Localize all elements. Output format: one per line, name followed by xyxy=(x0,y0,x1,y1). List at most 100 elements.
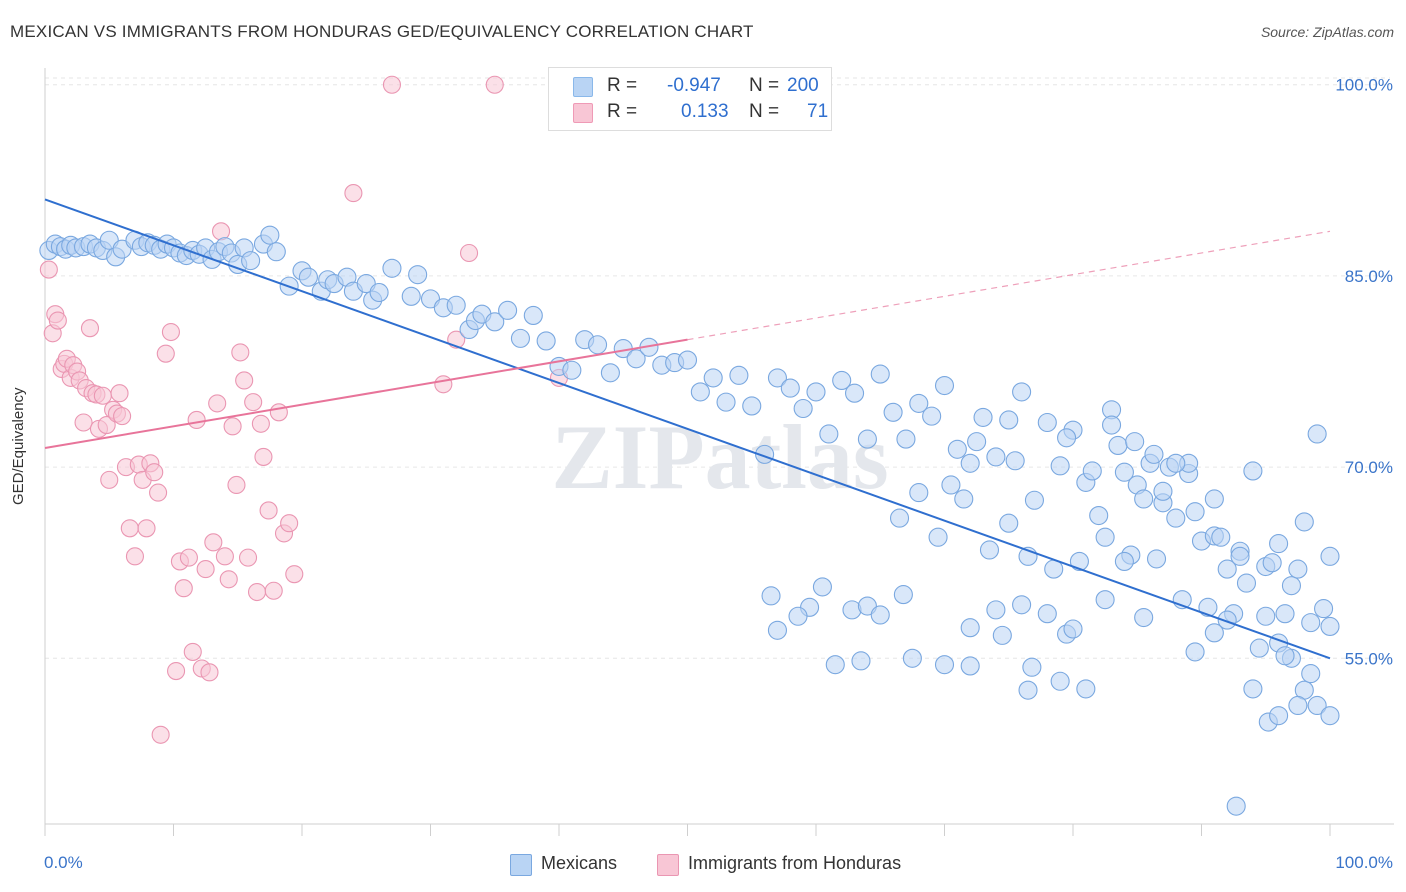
mexican-point xyxy=(1281,576,1301,596)
honduras-point xyxy=(382,75,402,94)
mexican-point xyxy=(260,225,280,245)
mexican-point xyxy=(1024,490,1044,510)
mexican-point xyxy=(870,605,890,625)
watermark: ZIPatlas xyxy=(551,406,888,508)
honduras-point xyxy=(156,344,175,363)
mexican-point xyxy=(729,365,749,385)
honduras-point xyxy=(125,547,144,566)
mexican-point xyxy=(1022,657,1042,677)
honduras-point xyxy=(459,243,479,263)
axes xyxy=(44,68,1394,836)
honduras-point xyxy=(269,403,288,422)
mexican-point xyxy=(960,618,980,638)
legend-label-honduras: Immigrants from Honduras xyxy=(688,853,902,873)
x-tick-label: 100.0% xyxy=(1335,853,1393,872)
honduras-point xyxy=(251,414,270,433)
y-tick-label: 55.0% xyxy=(1345,649,1393,668)
x-tick-label: 0.0% xyxy=(44,853,83,872)
honduras-point xyxy=(183,642,202,661)
mexican-point xyxy=(922,406,942,426)
mexican-point xyxy=(832,370,852,390)
mexican-point xyxy=(1012,382,1032,402)
mexican-point xyxy=(1037,412,1057,433)
honduras-point xyxy=(247,582,267,602)
mexican-point xyxy=(1057,428,1077,448)
mexican-point xyxy=(1050,456,1070,476)
mexican-point xyxy=(1095,527,1115,547)
stats-n-label: N = xyxy=(749,75,780,96)
mexican-point xyxy=(1134,489,1154,509)
mexican-point xyxy=(883,402,903,422)
mexican-point xyxy=(266,242,286,262)
mexican-point xyxy=(536,331,556,351)
mexican-point xyxy=(1275,646,1295,666)
mexican-point xyxy=(1217,610,1237,630)
mexican-point xyxy=(1256,606,1276,626)
honduras-trend-extension xyxy=(687,230,1331,341)
mexican-point xyxy=(979,540,1000,560)
mexican-point xyxy=(934,375,955,396)
mexican-point xyxy=(562,360,582,380)
y-tick-label: 70.0% xyxy=(1345,458,1393,477)
mexican-point xyxy=(909,483,929,503)
mexican-point xyxy=(716,392,736,412)
honduras-point xyxy=(259,501,278,520)
mexican-point xyxy=(1063,619,1083,639)
mexican-point xyxy=(1146,549,1167,569)
mexican-point xyxy=(587,335,608,355)
mexican-point xyxy=(1320,546,1340,566)
source-label: Source: ZipAtlas.com xyxy=(1260,24,1394,40)
mexican-point xyxy=(1217,559,1237,579)
stats-r-value: 0.133 xyxy=(681,101,729,122)
honduras-point xyxy=(97,416,116,435)
mexican-point xyxy=(986,447,1006,467)
mexican-point xyxy=(1198,597,1218,617)
mexican-point xyxy=(1114,462,1134,482)
honduras-point xyxy=(137,519,156,538)
stats-r-label: R = xyxy=(607,75,638,96)
mexican-point xyxy=(600,363,620,383)
y-tick-label: 85.0% xyxy=(1345,267,1393,286)
mexican-point xyxy=(992,625,1012,645)
honduras-point xyxy=(113,407,132,426)
mexican-point xyxy=(780,378,800,398)
mexican-point xyxy=(960,453,980,473)
honduras-point xyxy=(200,663,219,682)
stats-r-label: R = xyxy=(607,101,638,122)
honduras-point xyxy=(280,514,299,533)
mexican-point xyxy=(1230,546,1250,566)
mexican-point xyxy=(788,606,808,626)
mexican-point xyxy=(812,577,832,597)
honduras-point xyxy=(204,533,223,552)
mexican-point xyxy=(1012,595,1032,615)
mexican-point xyxy=(1185,642,1205,662)
mexican-point xyxy=(1307,695,1327,716)
honduras-point xyxy=(285,565,304,584)
mexican-point xyxy=(1288,695,1308,716)
mexican-point xyxy=(1269,534,1289,554)
mexican-point xyxy=(844,383,865,403)
mexican-point xyxy=(1037,604,1057,624)
honduras-point xyxy=(39,260,58,279)
mexican-point xyxy=(1275,604,1295,624)
mexican-point xyxy=(742,396,762,416)
mexican-point xyxy=(1166,453,1186,473)
honduras-point xyxy=(120,519,139,538)
honduras-point xyxy=(93,386,112,405)
y-tick-labels: 55.0% 70.0% 85.0% 100.0% xyxy=(1335,76,1393,669)
series-mexicans xyxy=(39,225,1340,816)
mexican-point xyxy=(1226,796,1246,816)
trend-lines xyxy=(44,198,1331,660)
mexican-point xyxy=(1269,706,1289,726)
honduras-point xyxy=(215,547,234,566)
stats-swatch-honduras xyxy=(573,103,593,123)
honduras-point xyxy=(227,475,246,495)
mexican-point xyxy=(523,305,543,325)
mexican-point xyxy=(1089,506,1109,526)
mexican-point xyxy=(934,655,955,675)
honduras-point xyxy=(149,483,168,502)
mexican-point xyxy=(767,368,788,388)
mexican-point xyxy=(1018,680,1038,700)
mexican-point xyxy=(857,429,877,449)
